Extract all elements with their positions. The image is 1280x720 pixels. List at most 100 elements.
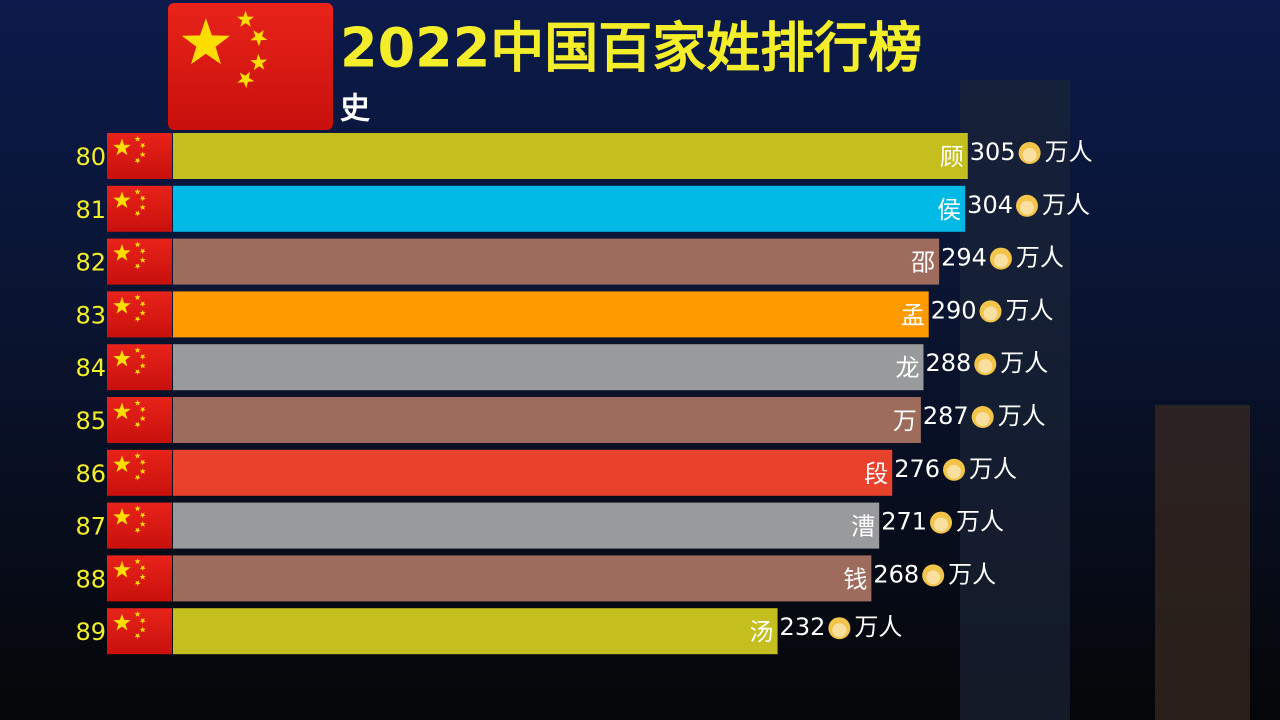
flag-star xyxy=(134,580,141,587)
flag-star xyxy=(250,53,267,71)
rank-label: 88 xyxy=(75,565,106,593)
bar-label: 漕 xyxy=(851,513,875,541)
flag-star xyxy=(139,468,146,475)
bar xyxy=(173,291,929,338)
value-label: 304 xyxy=(967,191,1013,219)
flag-star xyxy=(139,565,146,571)
flag-star xyxy=(139,521,146,527)
emoji-face xyxy=(978,359,993,374)
row-flag xyxy=(107,344,172,391)
flag-star xyxy=(113,191,131,208)
flag-star xyxy=(134,188,141,195)
flag-star xyxy=(134,633,141,639)
bar-label: 钱 xyxy=(843,565,867,593)
flag-star xyxy=(134,452,141,459)
flag-star xyxy=(134,210,141,217)
unit-label: 万人 xyxy=(1006,296,1054,324)
flag-star xyxy=(113,138,131,156)
bar-label: 顾 xyxy=(940,143,964,171)
flag-star xyxy=(250,30,268,47)
rank-label: 89 xyxy=(75,618,106,646)
bar xyxy=(173,133,968,179)
bar xyxy=(173,397,921,443)
rank-label: 81 xyxy=(75,196,106,224)
flag-star xyxy=(139,248,146,255)
flag-star xyxy=(113,508,131,525)
building xyxy=(960,80,1070,720)
flag-star xyxy=(139,309,146,316)
bar xyxy=(173,608,778,655)
flag-star xyxy=(139,257,146,263)
chart-title: 2022中国百家姓排行榜 xyxy=(340,17,922,80)
flag-star xyxy=(134,347,141,353)
subtitle: 史 xyxy=(340,92,370,127)
emoji-face xyxy=(983,306,998,321)
flag-star xyxy=(134,611,141,617)
flag-star xyxy=(139,354,146,360)
emoji-face xyxy=(947,464,962,479)
rank-label: 80 xyxy=(75,143,106,171)
unit-label: 万人 xyxy=(1000,349,1048,377)
bar xyxy=(173,449,893,496)
flag-star xyxy=(139,151,146,158)
unit-label: 万人 xyxy=(969,455,1017,483)
flag-star xyxy=(113,402,131,420)
flag-star xyxy=(134,369,141,375)
emoji-face xyxy=(993,253,1008,268)
emoji-face xyxy=(1022,148,1037,162)
bar-label: 侯 xyxy=(937,196,961,224)
bar-label: 段 xyxy=(864,460,888,488)
value-label: 268 xyxy=(873,560,919,588)
unit-label: 万人 xyxy=(956,508,1004,536)
flag-star xyxy=(139,204,146,211)
flag-star xyxy=(139,301,146,307)
unit-label: 万人 xyxy=(1042,191,1090,219)
flag-star xyxy=(139,626,146,633)
bar xyxy=(173,185,966,232)
flag-star xyxy=(134,399,141,406)
flag-star xyxy=(113,613,131,631)
bar xyxy=(173,502,880,549)
bar xyxy=(173,344,924,391)
flag-star xyxy=(134,157,141,164)
bar-label: 汤 xyxy=(750,618,774,646)
emoji-face xyxy=(934,517,949,532)
row-flag xyxy=(107,291,172,338)
value-label: 294 xyxy=(941,244,987,272)
unit-label: 万人 xyxy=(854,613,902,641)
value-label: 288 xyxy=(925,349,971,377)
building xyxy=(1155,405,1250,720)
flag-star xyxy=(139,512,146,519)
bar-label: 孟 xyxy=(901,301,925,329)
flag-star xyxy=(139,406,146,413)
row-flag xyxy=(107,397,172,443)
flag-star xyxy=(113,296,131,314)
row-flag xyxy=(107,238,172,285)
row-flag xyxy=(107,185,172,232)
flag-star xyxy=(134,241,141,248)
flag-star xyxy=(139,362,146,369)
flag-star xyxy=(134,294,141,300)
rank-label: 86 xyxy=(75,460,106,488)
emoji-face xyxy=(832,623,847,638)
flag-star xyxy=(181,18,231,65)
flag-star xyxy=(134,135,141,142)
unit-label: 万人 xyxy=(998,402,1046,430)
flag-field xyxy=(168,3,333,130)
value-label: 276 xyxy=(894,455,940,483)
rank-label: 82 xyxy=(75,249,106,277)
rank-label: 85 xyxy=(75,407,106,435)
row-flag xyxy=(107,555,172,602)
flag-star xyxy=(139,573,146,580)
bar-label: 龙 xyxy=(895,354,919,382)
value-label: 287 xyxy=(923,402,969,430)
flag-star xyxy=(113,560,131,578)
flag-star xyxy=(237,71,255,89)
value-label: 305 xyxy=(970,138,1016,166)
unit-label: 万人 xyxy=(948,560,996,588)
bar-label: 邵 xyxy=(911,249,935,277)
flag-star xyxy=(134,527,141,534)
bar xyxy=(173,238,940,285)
flag-star xyxy=(134,505,141,512)
